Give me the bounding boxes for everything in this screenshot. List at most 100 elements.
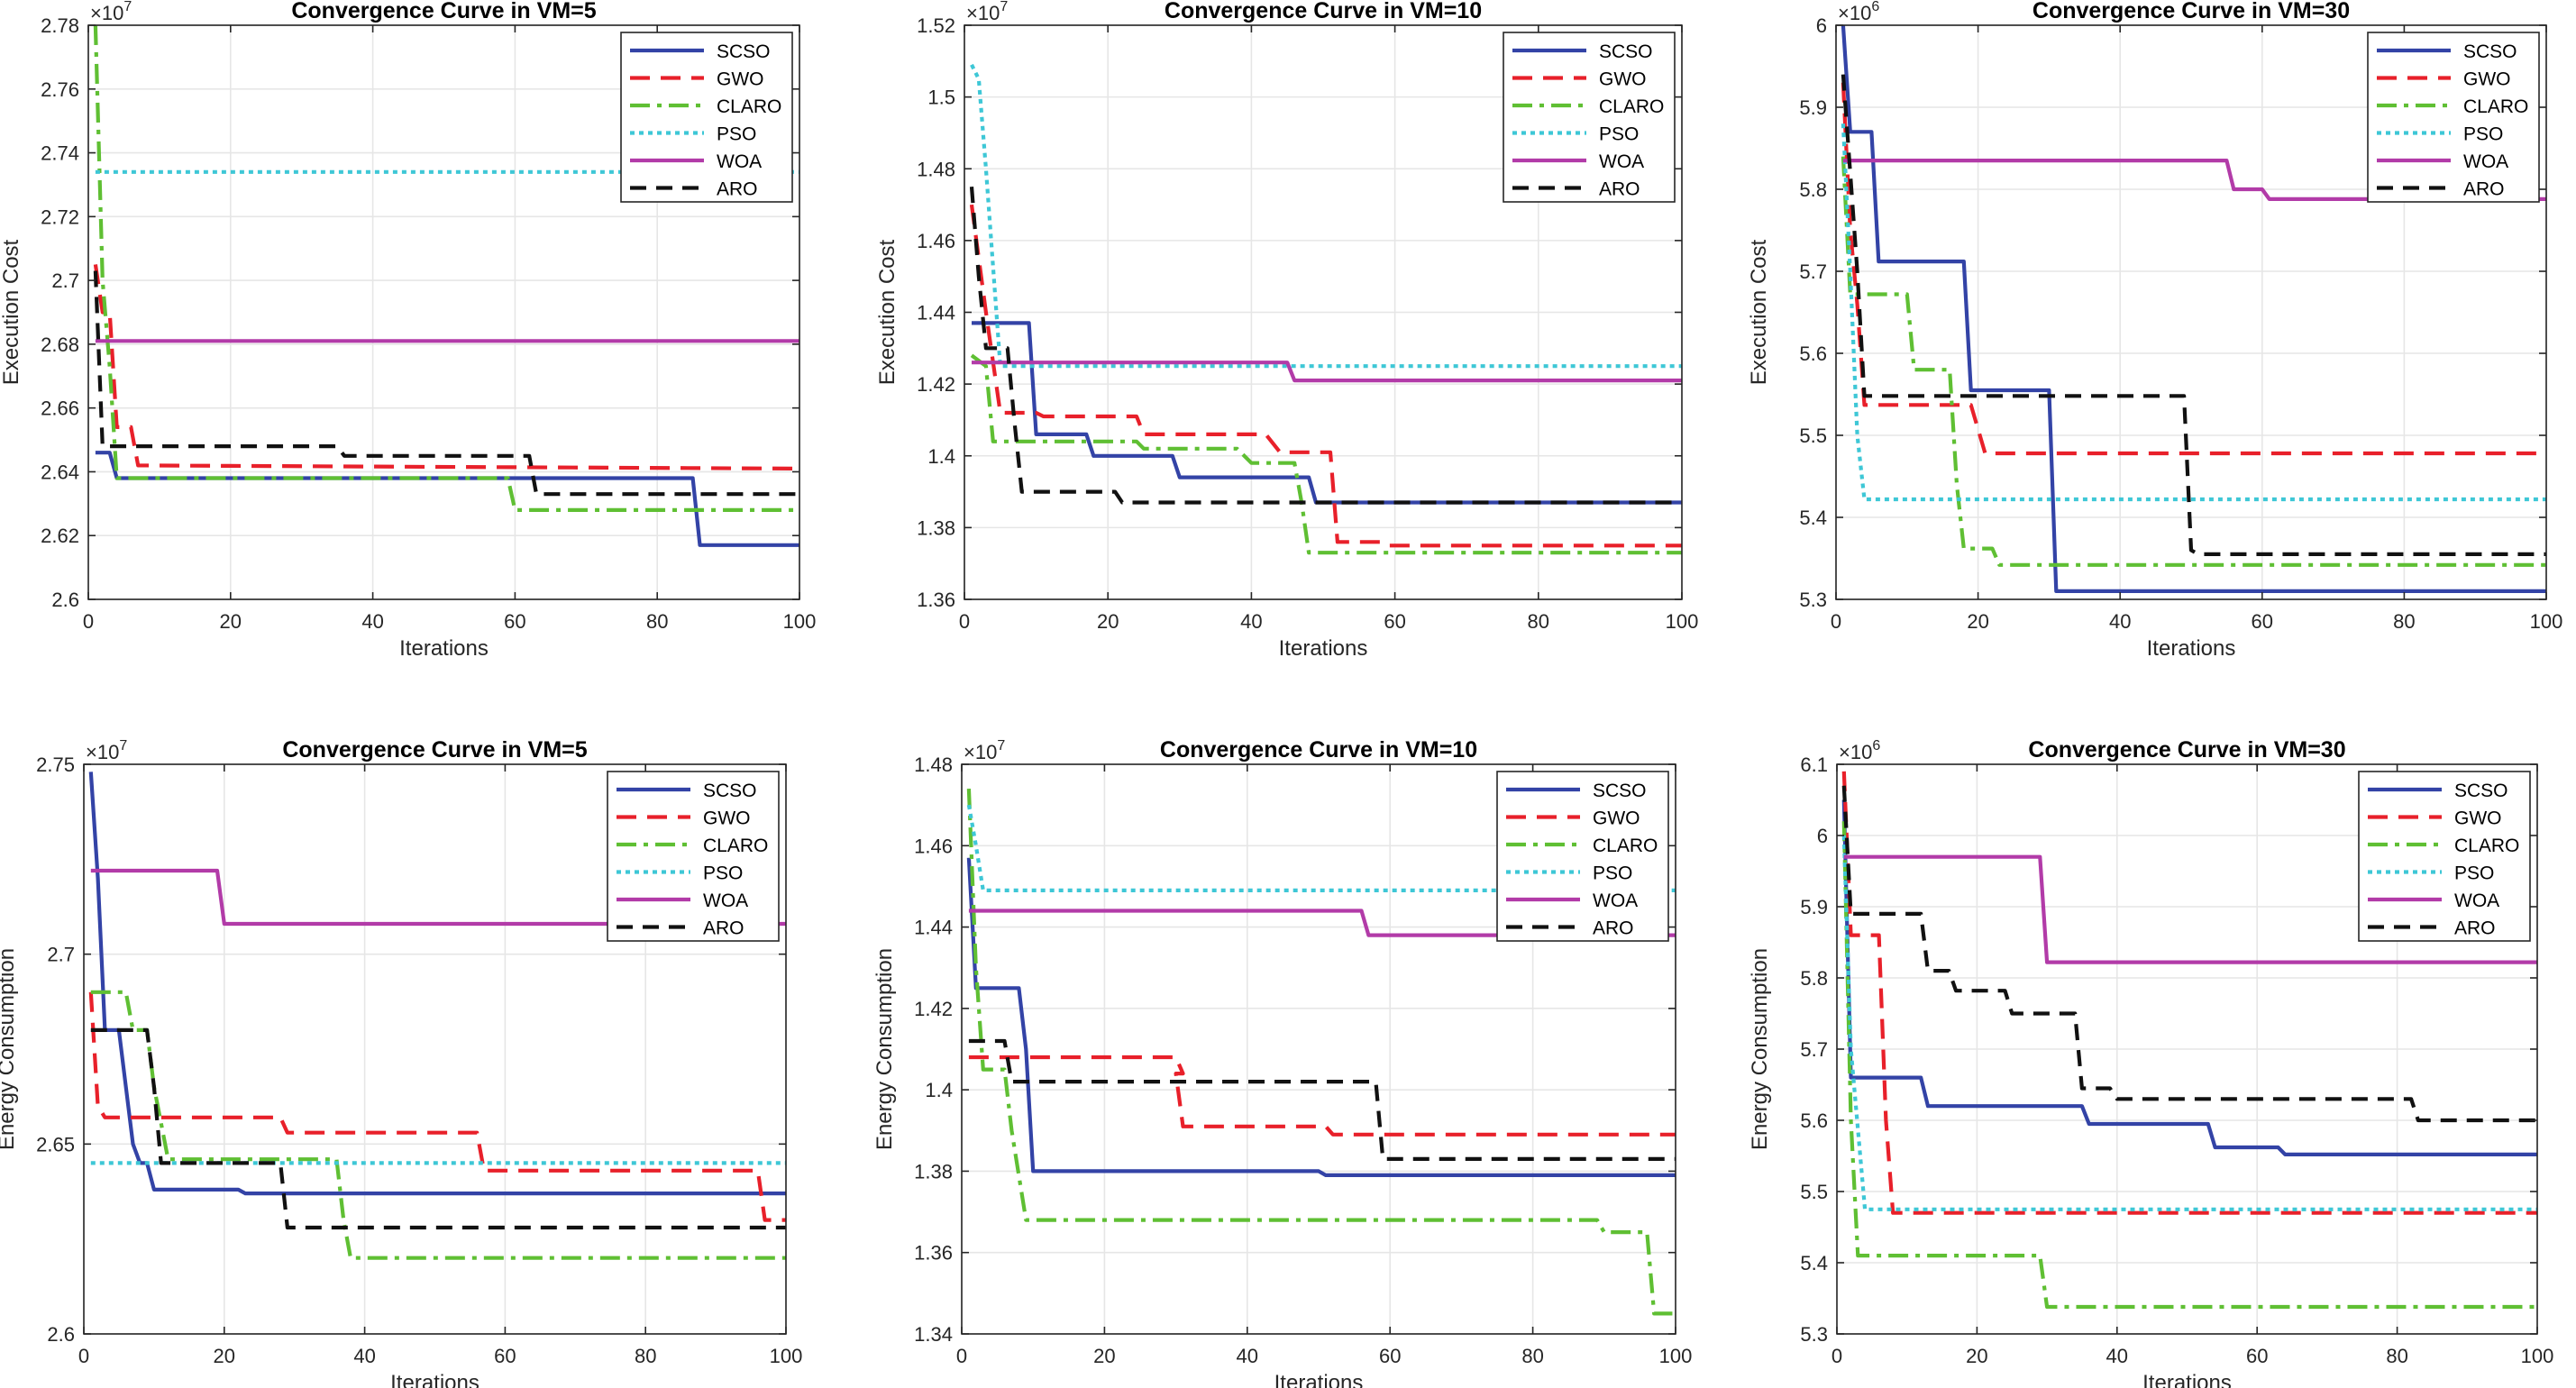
legend-label-scso: SCSO [1593, 781, 1647, 801]
series-line-gwo [969, 204, 1682, 548]
series-line-claro [970, 353, 1682, 555]
y-tick-label: 5.8 [1799, 178, 1827, 201]
chart-panel-6: 0 20 40 60 80 100 5.3 5.4 5.5 5.6 5.7 5.8 5.9 6 6.1 ×10… [1748, 737, 2553, 1388]
y-tick-label: 1.46 [917, 230, 955, 252]
axis-exponent-label: ×106 [1838, 0, 1879, 24]
legend-label-pso: PSO [703, 863, 743, 884]
x-tick-label: 100 [770, 1345, 803, 1367]
legend-label-gwo: GWO [1593, 808, 1640, 829]
legend: SCSO GWO CLARO PSO WOA ARO [620, 32, 793, 203]
series-line-aro [93, 270, 799, 497]
legend-label-woa: WOA [717, 151, 762, 172]
legend-label-scso: SCSO [703, 781, 757, 801]
y-tick-label: 5.6 [1799, 342, 1827, 365]
series-line-gwo [1841, 771, 2537, 1215]
series-group [88, 772, 786, 1260]
legend-label-aro: ARO [703, 918, 744, 939]
legend-label-pso: PSO [2463, 124, 2503, 145]
axes-frame [83, 763, 787, 1335]
y-tick-label: 2.62 [41, 525, 79, 547]
legend-box [607, 771, 780, 942]
x-tick-label: 0 [959, 610, 970, 633]
x-tick-label: 80 [635, 1345, 656, 1367]
y-tick-label: 1.5 [927, 87, 955, 109]
chart-panel-4: 0 20 40 60 80 100 2.6 2.65 2.7 2.75 ×107 Convergenc… [0, 737, 802, 1388]
x-tick-label: 0 [78, 1345, 89, 1367]
y-tick-label: 6.1 [1800, 753, 1828, 776]
y-tick-label: 2.68 [41, 333, 79, 356]
series-line-woa [1842, 159, 2546, 201]
legend-label-gwo: GWO [703, 808, 751, 829]
axes-frame [961, 763, 1676, 1335]
series-line-woa [90, 868, 786, 927]
x-tick-label: 80 [2386, 1345, 2407, 1367]
x-tick-label: 0 [1831, 610, 1841, 633]
y-tick-label: 2.65 [36, 1133, 75, 1155]
axis-exponent-label: ×107 [90, 0, 132, 24]
y-tick-label: 5.9 [1799, 96, 1827, 119]
x-axis-label: Iterations [1274, 1371, 1364, 1388]
series-line-gwo [968, 1055, 1676, 1137]
series-line-gwo [93, 264, 799, 471]
x-tick-label: 100 [2521, 1345, 2554, 1367]
series-group [93, 24, 799, 547]
exponent-power: 7 [123, 0, 132, 14]
y-tick-label: 2.7 [51, 269, 79, 292]
exponent-power: 7 [1000, 0, 1008, 14]
legend-label-woa: WOA [2454, 890, 2499, 911]
legend-box [2367, 32, 2540, 203]
y-tick-label: 1.4 [925, 1079, 953, 1101]
x-tick-label: 60 [1384, 610, 1405, 633]
y-tick-label: 1.34 [914, 1323, 953, 1346]
x-tick-label: 80 [1528, 610, 1549, 633]
legend: SCSO GWO CLARO PSO WOA ARO [1503, 32, 1676, 203]
y-tick-label: 1.48 [917, 158, 955, 180]
y-tick-label: 5.4 [1799, 507, 1827, 529]
y-tick-label: 5.5 [1799, 425, 1827, 447]
y-tick-label: 1.48 [914, 753, 953, 776]
legend-label-claro: CLARO [717, 96, 781, 117]
series-group [969, 63, 1682, 555]
legend-label-gwo: GWO [717, 69, 764, 90]
y-tick-label: 2.6 [47, 1323, 75, 1346]
series-line-scso [88, 772, 786, 1196]
legend-label-gwo: GWO [2454, 808, 2502, 829]
y-tick-label: 5.7 [1800, 1038, 1828, 1061]
x-tick-label: 100 [1666, 610, 1699, 633]
axis-exponent-label: ×107 [966, 0, 1008, 24]
legend-label-claro: CLARO [2463, 96, 2528, 117]
axis-exponent-label: ×107 [86, 738, 127, 763]
y-tick-label: 1.4 [927, 445, 955, 468]
y-tick-label: 5.4 [1800, 1252, 1828, 1274]
legend-box [620, 32, 793, 203]
y-tick-label: 6 [1817, 825, 1828, 847]
legend-label-claro: CLARO [703, 836, 768, 856]
series-line-woa [972, 361, 1682, 383]
x-tick-label: 20 [214, 1345, 235, 1367]
legend-box [1503, 32, 1676, 203]
x-tick-label: 60 [2246, 1345, 2268, 1367]
x-tick-label: 20 [1966, 1345, 1987, 1367]
x-tick-label: 60 [1379, 1345, 1401, 1367]
exponent-base: ×10 [1838, 2, 1871, 24]
y-tick-label: 5.9 [1800, 896, 1828, 918]
legend-label-claro: CLARO [1599, 96, 1664, 117]
y-tick-label: 6 [1816, 14, 1827, 37]
chart-panel-1: 0 20 40 60 80 100 2.6 2.62 2.64 2.66 2.68 2.7 2.72 2.… [0, 0, 816, 661]
x-tick-label: 60 [494, 1345, 516, 1367]
x-tick-label: 60 [504, 610, 525, 633]
legend-label-gwo: GWO [2463, 69, 2511, 90]
y-tick-label: 5.7 [1799, 260, 1827, 283]
legend-label-pso: PSO [1593, 863, 1632, 884]
series-line-scso [966, 857, 1676, 1178]
exponent-power: 6 [1872, 738, 1880, 753]
legend-label-pso: PSO [1599, 124, 1639, 145]
y-tick-label: 2.64 [41, 461, 79, 483]
axis-exponent-label: ×107 [964, 738, 1005, 763]
exponent-power: 7 [997, 738, 1005, 753]
exponent-base: ×10 [964, 741, 997, 763]
x-tick-label: 40 [1237, 1345, 1258, 1367]
y-tick-label: 1.44 [917, 302, 955, 324]
exponent-base: ×10 [966, 2, 1000, 24]
